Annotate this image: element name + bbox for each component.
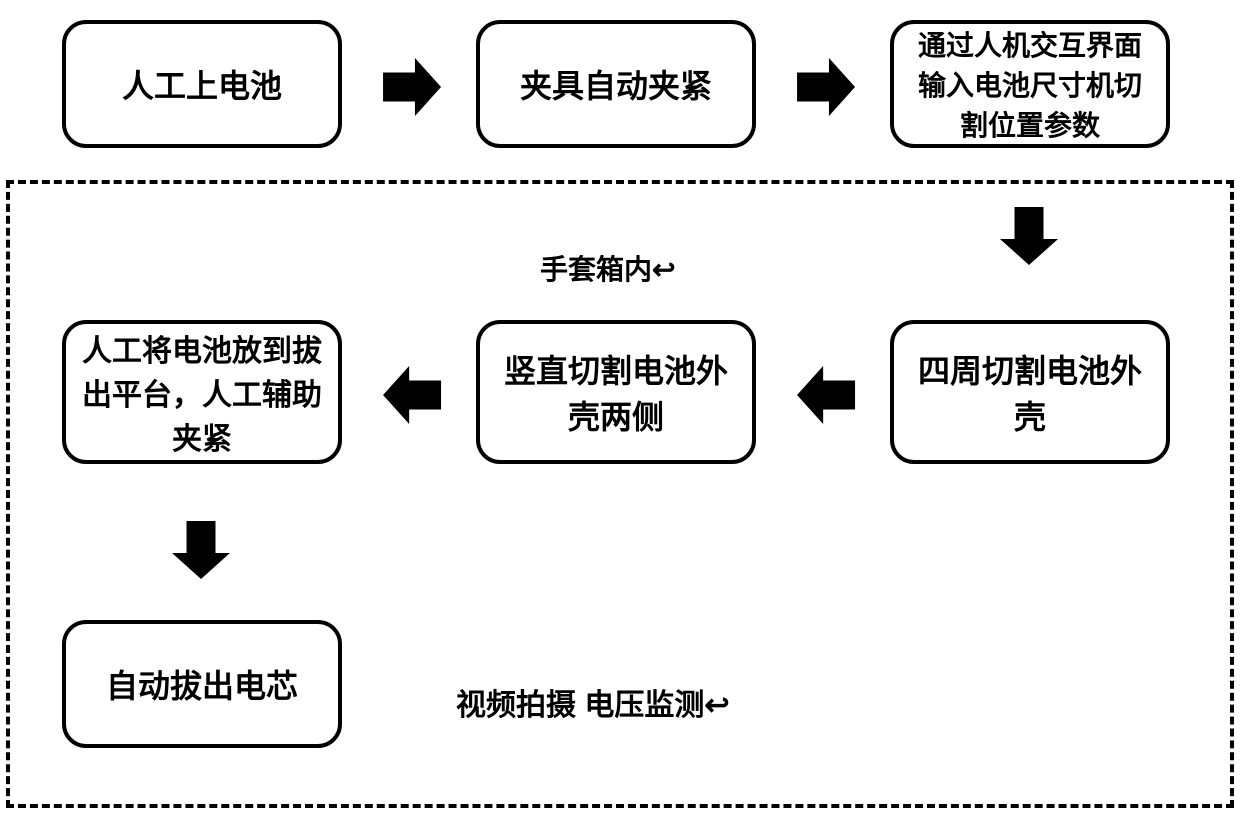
node-text: 夹具自动夹紧 xyxy=(520,61,712,107)
arrow-right-icon xyxy=(370,58,454,121)
arrow-left-icon xyxy=(370,366,454,429)
footnote-label: 视频拍摄 电压监测↩ xyxy=(456,680,729,724)
node-text: 四周切割电池外壳 xyxy=(906,346,1154,438)
node-input-params: 通过人机交互界面输入电池尺寸机切割位置参数 xyxy=(890,20,1170,148)
node-text: 人工将电池放到拔出平台，人工辅助夹紧 xyxy=(78,326,326,458)
label-text: 手套箱内↩ xyxy=(540,254,675,285)
arrow-down-icon xyxy=(1000,194,1058,283)
arrow-right-icon xyxy=(784,58,868,121)
node-cut-perimeter: 四周切割电池外壳 xyxy=(890,320,1170,464)
node-text: 竖直切割电池外壳两侧 xyxy=(492,346,740,438)
node-load-battery: 人工上电池 xyxy=(62,20,342,148)
label-text: 视频拍摄 电压监测↩ xyxy=(456,689,729,722)
flowchart-container: 人工上电池 夹具自动夹紧 通过人机交互界面输入电池尺寸机切割位置参数 四周切割电… xyxy=(0,0,1240,829)
node-text: 自动拔出电芯 xyxy=(106,661,298,707)
arrow-left-icon xyxy=(784,366,868,429)
node-text: 通过人机交互界面输入电池尺寸机切割位置参数 xyxy=(906,24,1154,144)
node-cut-vertical: 竖直切割电池外壳两侧 xyxy=(476,320,756,464)
arrow-down-icon xyxy=(172,508,230,597)
node-place-platform: 人工将电池放到拔出平台，人工辅助夹紧 xyxy=(62,320,342,464)
node-text: 人工上电池 xyxy=(122,61,282,107)
node-extract-core: 自动拔出电芯 xyxy=(62,620,342,748)
node-auto-clamp: 夹具自动夹紧 xyxy=(476,20,756,148)
glovebox-label: 手套箱内↩ xyxy=(540,248,675,288)
